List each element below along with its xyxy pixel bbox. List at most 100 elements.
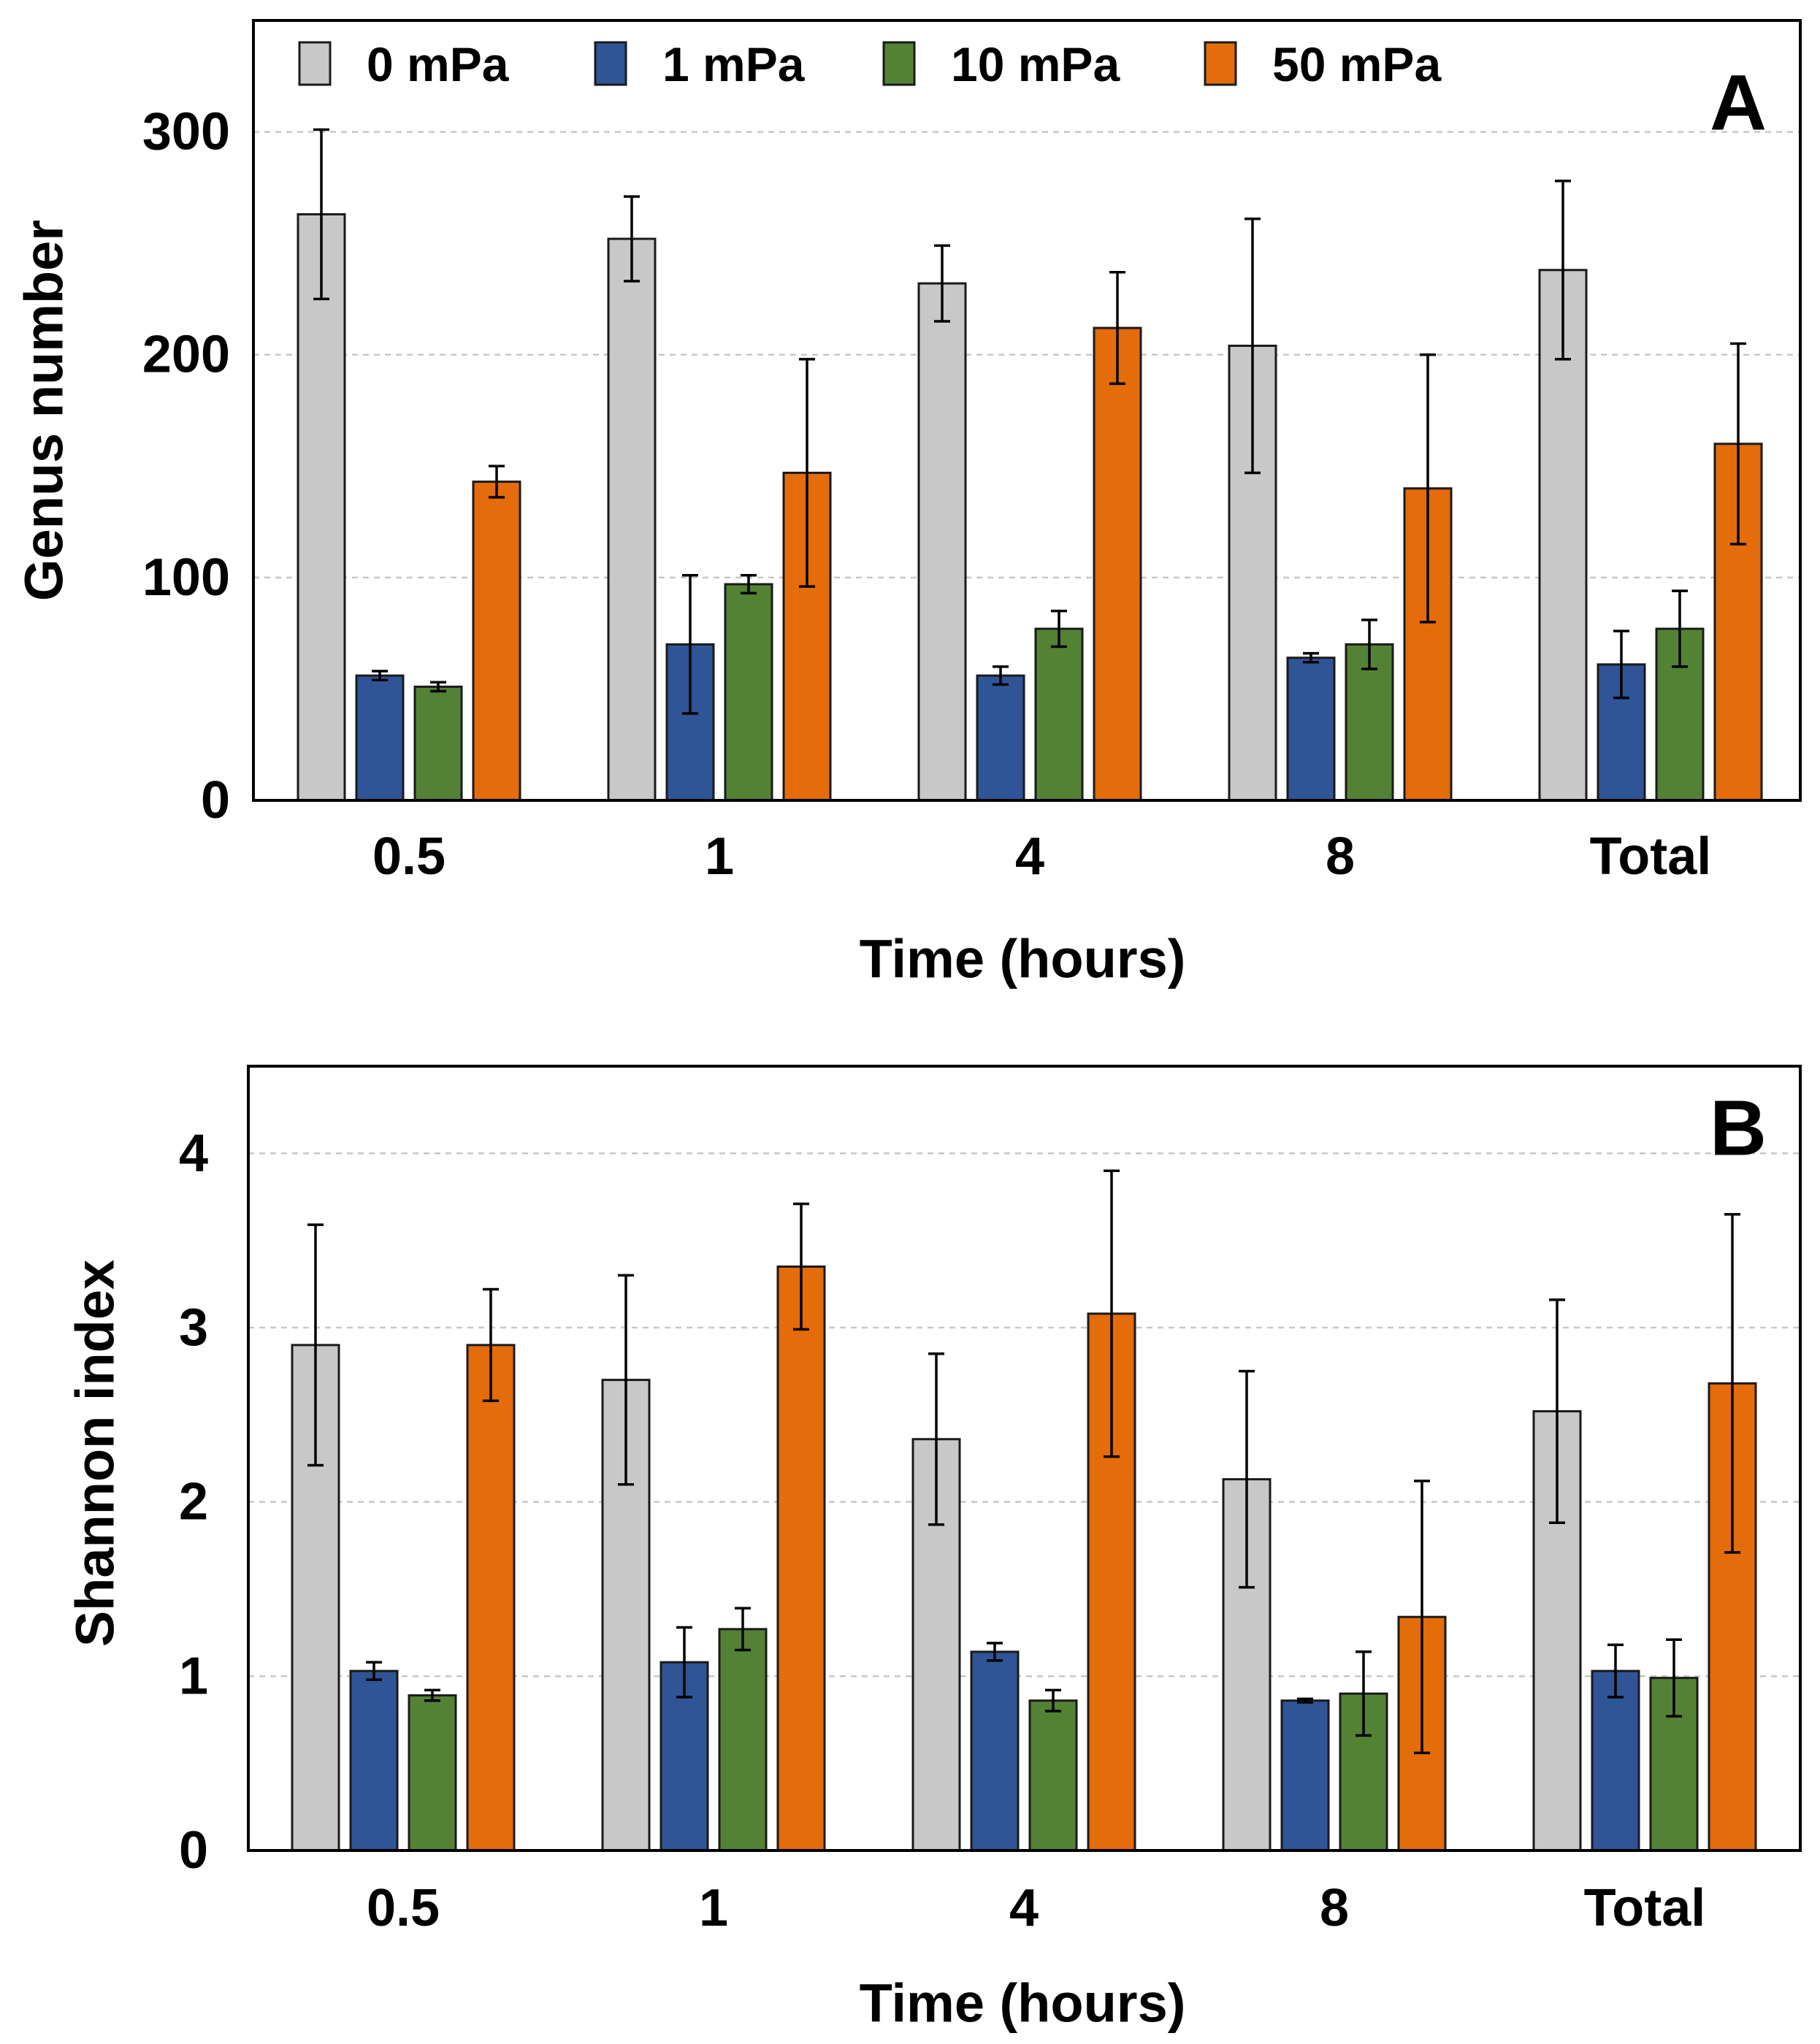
legend-swatch-50-mpa bbox=[1204, 41, 1237, 86]
panel-b-tag: B bbox=[1710, 1084, 1767, 1172]
panel-b-bars bbox=[291, 1265, 1757, 1852]
panel-b-error-bar bbox=[1104, 1169, 1120, 1458]
legend-swatch-1-mpa bbox=[594, 41, 627, 86]
panel-a-error-bars bbox=[313, 128, 1746, 715]
panel-a-y-tick-label: 300 bbox=[142, 103, 230, 161]
panel-a-error-bar bbox=[682, 574, 698, 715]
panel-b-error-bar bbox=[928, 1352, 944, 1526]
panel-b-error-bar bbox=[1607, 1643, 1624, 1699]
panel-a-bar-50-mpa bbox=[1093, 326, 1142, 802]
panel-a-bar-0-mpa bbox=[607, 237, 657, 802]
panel-b-x-tick-label: 1 bbox=[699, 1879, 728, 1937]
panel-a-error-bar bbox=[430, 681, 446, 693]
panel-a-bar-10-mpa bbox=[413, 685, 463, 802]
panel-b-plot-frame bbox=[247, 1065, 1802, 1852]
panel-a-y-tick-label: 0 bbox=[201, 771, 230, 830]
panel-a-x-tick-label: 4 bbox=[1015, 827, 1044, 886]
panel-b-x-tick-labels: 0.5 1 4 8 Total bbox=[367, 1879, 1705, 1937]
panel-a-error-bar bbox=[1244, 217, 1261, 475]
panel-a-bar-1-mpa bbox=[355, 674, 405, 802]
panel-b-error-bar bbox=[1414, 1480, 1430, 1755]
panel-b-bar-50-mpa bbox=[776, 1265, 826, 1852]
panel-a-x-tick-label: 0.5 bbox=[372, 827, 446, 886]
legend: 0 mPa 1 mPa 10 mPa 50 mPa bbox=[298, 37, 1442, 91]
panel-b-error-bar bbox=[1549, 1298, 1565, 1525]
panel-a-y-axis-label: Genus number bbox=[14, 220, 74, 601]
panel-a-tag: A bbox=[1710, 58, 1767, 147]
panel-a-bars bbox=[297, 213, 1763, 802]
panel-b-bar-50-mpa bbox=[466, 1344, 516, 1852]
panel-b-error-bar bbox=[987, 1642, 1003, 1662]
panel-a-error-bar bbox=[372, 670, 388, 681]
panel-b-y-tick-label: 0 bbox=[179, 1821, 208, 1880]
panel-b-y-tick-labels: 0 1 2 3 4 bbox=[179, 1124, 208, 1880]
panel-a-y-tick-labels: 0 100 200 300 bbox=[142, 103, 230, 830]
panel-a-genus-number-chart: 0 100 200 300 0.5 1 4 8 Total Genus number Time… bbox=[14, 19, 1802, 990]
panel-b-error-bar bbox=[618, 1274, 634, 1486]
panel-a-plot-frame bbox=[252, 19, 1802, 802]
panel-b-y-axis-label: Shannon index bbox=[65, 1260, 126, 1647]
panel-a-x-axis-label: Time (hours) bbox=[860, 929, 1186, 990]
panel-a-y-tick-label: 100 bbox=[142, 548, 230, 607]
panel-b-x-tick-label: 4 bbox=[1009, 1879, 1039, 1937]
panel-b-error-bar bbox=[676, 1626, 692, 1699]
panel-a-error-bar bbox=[1051, 609, 1067, 648]
panel-b-error-bar bbox=[1724, 1213, 1740, 1554]
panel-a-error-bar bbox=[1420, 353, 1436, 624]
panel-a-x-tick-label: 1 bbox=[705, 827, 734, 886]
panel-a-error-bar bbox=[934, 244, 950, 323]
panel-b-error-bars bbox=[307, 1169, 1740, 1755]
panel-b-bar-10-mpa bbox=[718, 1628, 768, 1852]
panel-b-error-bar bbox=[483, 1287, 499, 1402]
panel-b-bar-1-mpa bbox=[970, 1650, 1020, 1852]
panel-b-y-tick-label: 4 bbox=[179, 1124, 208, 1182]
panel-a-error-bar bbox=[1303, 651, 1319, 664]
panel-b-error-bar bbox=[1356, 1650, 1372, 1737]
panel-b-error-bar bbox=[1666, 1638, 1682, 1718]
panel-b-error-bar bbox=[793, 1202, 809, 1331]
legend-swatch-10-mpa bbox=[882, 41, 916, 86]
panel-b-y-tick-label: 1 bbox=[179, 1647, 208, 1705]
panel-a-error-bar bbox=[1109, 271, 1125, 386]
panel-a-x-tick-labels: 0.5 1 4 8 Total bbox=[372, 827, 1711, 886]
legend-label: 10 mPa bbox=[951, 37, 1120, 91]
panel-a-error-bar bbox=[993, 665, 1009, 686]
panel-b-x-tick-label: Total bbox=[1584, 1879, 1706, 1937]
panel-a-x-tick-label: 8 bbox=[1326, 827, 1355, 886]
panel-b-bar-1-mpa bbox=[1280, 1699, 1330, 1852]
panel-a-y-tick-label: 200 bbox=[142, 326, 230, 384]
panel-a-error-bar bbox=[1555, 179, 1571, 361]
panel-b-bar-10-mpa bbox=[408, 1694, 457, 1852]
panel-b-error-bar bbox=[307, 1223, 324, 1467]
panel-a-error-bar bbox=[741, 574, 757, 594]
panel-a-error-bar bbox=[1730, 342, 1746, 546]
legend-label: 50 mPa bbox=[1272, 37, 1442, 91]
panel-a-error-bar bbox=[1613, 629, 1629, 700]
panel-a-x-tick-label: Total bbox=[1590, 827, 1712, 886]
panel-a-bar-0-mpa bbox=[297, 213, 346, 802]
legend-swatch-0-mpa bbox=[298, 41, 332, 86]
panel-a-bar-0-mpa bbox=[917, 282, 967, 802]
panel-a-error-bar bbox=[799, 358, 815, 588]
panel-b-error-bar bbox=[1045, 1688, 1061, 1712]
panel-a-error-bar bbox=[1672, 589, 1688, 668]
panel-b-x-axis-label: Time (hours) bbox=[860, 1973, 1186, 2034]
panel-a-error-bar bbox=[624, 195, 640, 283]
panel-b-error-bar bbox=[366, 1661, 382, 1681]
panel-a-bar-1-mpa bbox=[976, 674, 1025, 802]
panel-b-error-bar bbox=[424, 1688, 440, 1702]
panel-b-bar-1-mpa bbox=[349, 1669, 399, 1852]
panel-b-error-bar bbox=[1297, 1697, 1313, 1704]
panel-b-x-tick-label: 8 bbox=[1320, 1879, 1349, 1937]
panel-b-shannon-index-chart: 0 1 2 3 4 0.5 1 4 8 Total Shannon index Time (ho… bbox=[65, 1065, 1802, 2034]
panel-b-y-tick-label: 3 bbox=[179, 1298, 208, 1357]
panel-a-error-bar bbox=[313, 128, 329, 301]
panel-a-error-bar bbox=[489, 464, 505, 499]
panel-b-error-bar bbox=[1239, 1369, 1255, 1589]
legend-label: 0 mPa bbox=[367, 37, 510, 91]
panel-a-bar-1-mpa bbox=[1286, 657, 1336, 802]
panel-a-bar-0-mpa bbox=[1538, 269, 1588, 802]
legend-label: 1 mPa bbox=[662, 37, 806, 91]
panel-a-bar-10-mpa bbox=[724, 583, 773, 802]
